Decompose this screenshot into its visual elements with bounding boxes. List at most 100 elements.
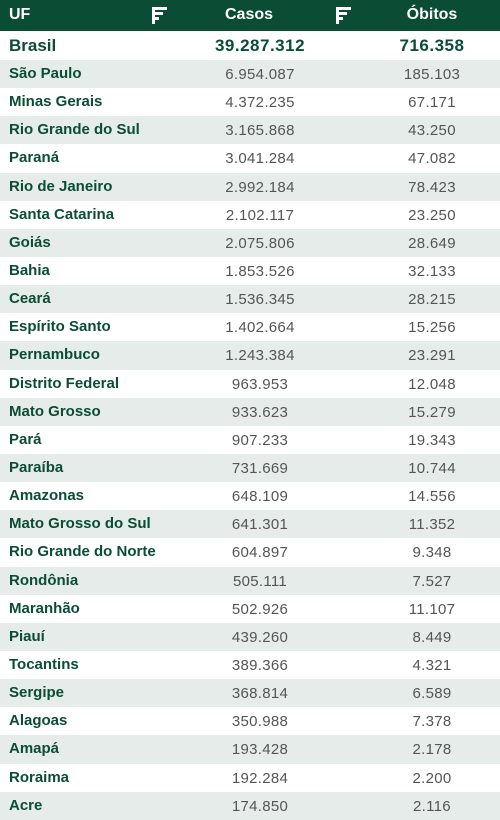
state-casos: 604.897: [231, 544, 289, 562]
table-row: Espírito Santo 1.402.664 15.256: [0, 313, 500, 342]
state-obitos: 11.107: [408, 600, 456, 618]
state-name: Tocantins: [9, 655, 79, 673]
state-casos: 389.366: [231, 656, 289, 674]
header-obitos[interactable]: Óbitos: [406, 6, 458, 23]
state-obitos: 15.279: [408, 403, 456, 421]
state-casos: 2.992.184: [225, 178, 295, 196]
state-obitos: 185.103: [403, 66, 461, 83]
state-obitos: 2.178: [412, 741, 452, 759]
state-casos: 2.075.806: [225, 234, 295, 252]
table-row: Rio Grande do Norte 604.897 9.348: [0, 538, 500, 567]
table-row: Bahia 1.853.526 32.133: [0, 256, 500, 286]
state-obitos: 14.556: [408, 488, 456, 506]
state-obitos: 67.171: [408, 94, 456, 112]
state-name: Roraima: [9, 768, 70, 786]
state-obitos: 32.133: [408, 262, 456, 280]
state-name: Distrito Federal: [9, 374, 120, 392]
state-casos: 648.109: [231, 488, 289, 506]
state-name: Pernambuco: [9, 346, 100, 364]
table-row: Distrito Federal 963.953 12.048: [0, 369, 500, 398]
sort-icon[interactable]: [335, 5, 353, 25]
table-row: Tocantins 389.366 4.321: [0, 650, 500, 680]
state-casos: 368.814: [231, 685, 289, 703]
state-obitos: 28.215: [408, 291, 456, 309]
table-body: São Paulo 6.954.087 185.103 Minas Gerais 4.…: [0, 60, 500, 820]
state-obitos: 19.343: [408, 431, 456, 449]
state-name: Ceará: [9, 290, 51, 308]
state-name: Paraíba: [9, 458, 64, 476]
state-name: Espírito Santo: [9, 318, 111, 336]
state-casos: 1.853.526: [225, 262, 295, 280]
table-row: Paraíba 731.669 10.744: [0, 453, 500, 483]
state-name: Rio Grande do Sul: [9, 121, 140, 139]
table-row: Minas Gerais 4.372.235 67.171: [0, 88, 500, 117]
header-uf: UF: [9, 6, 31, 23]
state-obitos: 9.348: [412, 544, 452, 562]
total-name: Brasil: [9, 36, 57, 55]
table-row: Goiás 2.075.806 28.649: [0, 228, 500, 257]
state-casos: 2.102.117: [225, 206, 295, 224]
state-casos: 174.850: [231, 797, 289, 815]
state-name: Santa Catarina: [9, 205, 115, 223]
table-row: Sergipe 368.814 6.589: [0, 679, 500, 708]
state-casos: 192.284: [231, 769, 289, 787]
total-obitos: 716.358: [399, 36, 465, 55]
state-obitos: 7.527: [412, 572, 452, 590]
state-obitos: 12.048: [408, 375, 456, 393]
state-name: Piauí: [9, 627, 45, 645]
table-row: Acre 174.850 2.116: [0, 791, 500, 820]
table-row: Santa Catarina 2.102.117 23.250: [0, 200, 500, 229]
state-name: Rio Grande do Norte: [9, 543, 156, 561]
total-casos: 39.287.312: [214, 36, 306, 55]
table-header: UF Casos Óbitos: [0, 0, 500, 31]
table-row: Amapá 193.428 2.178: [0, 735, 500, 764]
table-row: Paraná 3.041.284 47.082: [0, 144, 500, 173]
state-casos: 963.953: [231, 375, 289, 393]
state-name: Sergipe: [9, 684, 65, 702]
table-row: Pernambuco 1.243.384 23.291: [0, 341, 500, 370]
total-row: Brasil 39.287.312 716.358: [0, 31, 500, 60]
state-name: Bahia: [9, 261, 50, 279]
state-casos: 350.988: [231, 713, 289, 731]
table-row: Mato Grosso do Sul 641.301 11.352: [0, 510, 500, 539]
table-row: Pará 907.233 19.343: [0, 425, 500, 454]
state-casos: 4.372.235: [225, 94, 295, 112]
state-obitos: 78.423: [408, 178, 456, 196]
state-name: Acre: [9, 796, 43, 814]
state-casos: 1.402.664: [225, 319, 295, 337]
state-name: Pará: [9, 430, 42, 448]
state-casos: 907.233: [231, 431, 289, 449]
state-casos: 502.926: [231, 600, 289, 618]
sort-icon[interactable]: [151, 5, 169, 25]
table-row: Amazonas 648.109 14.556: [0, 482, 500, 511]
state-obitos: 7.378: [412, 713, 452, 731]
state-casos: 3.041.284: [225, 150, 295, 168]
table-row: Ceará 1.536.345 28.215: [0, 285, 500, 314]
table-row: Rio Grande do Sul 3.165.868 43.250: [0, 116, 500, 145]
state-obitos: 23.250: [408, 206, 456, 224]
state-casos: 1.243.384: [225, 347, 295, 365]
state-name: Maranhão: [9, 599, 80, 617]
state-name: Mato Grosso: [9, 402, 101, 420]
state-obitos: 23.291: [408, 347, 456, 365]
state-casos: 933.623: [231, 403, 289, 421]
state-obitos: 4.321: [412, 656, 452, 674]
state-name: São Paulo: [9, 65, 82, 82]
state-casos: 505.111: [232, 572, 288, 590]
state-obitos: 6.589: [412, 685, 452, 703]
state-name: Minas Gerais: [9, 93, 103, 111]
header-casos[interactable]: Casos: [224, 6, 274, 23]
state-obitos: 47.082: [408, 150, 456, 168]
state-obitos: 28.649: [408, 234, 456, 252]
state-name: Paraná: [9, 149, 60, 167]
state-name: Rondônia: [9, 571, 79, 589]
state-obitos: 2.200: [412, 769, 452, 787]
table-row: Rio de Janeiro 2.992.184 78.423: [0, 172, 500, 201]
state-obitos: 10.744: [408, 459, 456, 477]
state-casos: 439.260: [231, 628, 289, 646]
state-casos: 1.536.345: [225, 291, 295, 309]
state-obitos: 11.352: [408, 516, 456, 534]
state-obitos: 8.449: [412, 628, 452, 646]
state-casos: 193.428: [231, 741, 289, 759]
